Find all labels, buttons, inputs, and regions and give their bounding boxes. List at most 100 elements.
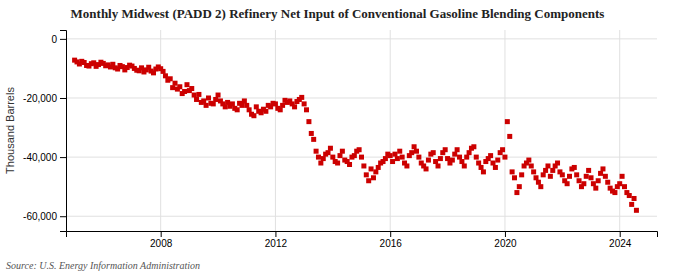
point bbox=[235, 107, 240, 112]
point bbox=[584, 174, 589, 179]
point bbox=[598, 171, 603, 176]
point bbox=[431, 150, 436, 155]
point bbox=[586, 168, 591, 173]
point bbox=[500, 147, 505, 152]
point bbox=[170, 85, 175, 90]
point bbox=[512, 175, 517, 180]
point bbox=[390, 159, 395, 164]
point bbox=[577, 178, 582, 183]
point bbox=[507, 134, 512, 139]
point bbox=[591, 181, 596, 186]
point bbox=[488, 153, 493, 158]
x-tick-label: 2012 bbox=[265, 238, 288, 249]
point bbox=[550, 168, 555, 173]
point bbox=[192, 93, 197, 98]
point bbox=[280, 103, 285, 108]
x-tick: 2024 bbox=[609, 231, 632, 249]
point bbox=[337, 153, 342, 158]
y-tick-mark bbox=[60, 98, 66, 99]
point bbox=[517, 184, 522, 189]
point bbox=[605, 180, 610, 185]
point bbox=[541, 172, 546, 177]
point bbox=[173, 81, 178, 86]
point bbox=[543, 168, 548, 173]
point bbox=[347, 162, 352, 167]
point bbox=[182, 89, 187, 94]
point bbox=[502, 155, 507, 160]
point bbox=[352, 153, 357, 158]
grid-line bbox=[504, 30, 505, 231]
point bbox=[318, 161, 323, 166]
point bbox=[340, 149, 345, 154]
point bbox=[416, 155, 421, 160]
grid-line bbox=[275, 30, 276, 231]
point bbox=[505, 119, 510, 124]
x-tick-mark bbox=[390, 231, 391, 237]
x-tick-label: 2016 bbox=[380, 238, 403, 249]
point bbox=[519, 172, 524, 177]
x-axis-line bbox=[67, 232, 658, 238]
point bbox=[161, 69, 166, 74]
point bbox=[538, 184, 543, 189]
point bbox=[490, 161, 495, 166]
point bbox=[412, 144, 417, 149]
point bbox=[304, 107, 309, 112]
point bbox=[373, 169, 378, 174]
point bbox=[196, 92, 201, 97]
point bbox=[467, 150, 472, 155]
point bbox=[309, 131, 314, 136]
point bbox=[612, 190, 617, 195]
grid-line bbox=[619, 30, 620, 231]
point bbox=[479, 165, 484, 170]
y-tick-label: -60,000 bbox=[23, 211, 57, 222]
y-tick: -40,000 bbox=[23, 152, 66, 163]
point bbox=[366, 178, 371, 183]
point bbox=[311, 137, 316, 142]
point bbox=[548, 174, 553, 179]
point bbox=[361, 163, 366, 168]
point bbox=[369, 166, 374, 171]
grid-line bbox=[66, 97, 657, 98]
point bbox=[326, 150, 331, 155]
point bbox=[464, 155, 469, 160]
point bbox=[572, 165, 577, 170]
point bbox=[545, 163, 550, 168]
annotation: Source: U.S. Energy Information Administ… bbox=[6, 260, 200, 271]
point bbox=[459, 159, 464, 164]
x-tick: 2020 bbox=[494, 231, 517, 249]
point bbox=[632, 196, 637, 201]
point bbox=[471, 144, 476, 149]
y-tick: -20,000 bbox=[23, 93, 66, 104]
point bbox=[392, 152, 397, 157]
point bbox=[424, 166, 429, 171]
point bbox=[433, 159, 438, 164]
point bbox=[476, 161, 481, 166]
point bbox=[474, 155, 479, 160]
point bbox=[206, 95, 211, 100]
point bbox=[450, 158, 455, 163]
point bbox=[531, 169, 536, 174]
point bbox=[239, 103, 244, 108]
point bbox=[436, 163, 441, 168]
point bbox=[273, 101, 278, 106]
point bbox=[574, 172, 579, 177]
point bbox=[596, 178, 601, 183]
point bbox=[627, 193, 632, 198]
point bbox=[278, 107, 283, 112]
x-tick: 2008 bbox=[150, 231, 173, 249]
point bbox=[254, 104, 259, 109]
point bbox=[620, 174, 625, 179]
x-tick-mark bbox=[275, 231, 276, 237]
point bbox=[536, 180, 541, 185]
point bbox=[404, 163, 409, 168]
point bbox=[314, 149, 319, 154]
x-tick-label: 2008 bbox=[150, 238, 173, 249]
point bbox=[397, 149, 402, 154]
y-axis-title: Thousand Barrels bbox=[4, 87, 16, 174]
point bbox=[560, 172, 565, 177]
point bbox=[462, 163, 467, 168]
y-axis: 0 -20,000 -40,000 -60,000 bbox=[23, 31, 66, 232]
grid-line bbox=[66, 38, 657, 39]
point bbox=[534, 175, 539, 180]
y-tick: 0 bbox=[51, 34, 66, 45]
